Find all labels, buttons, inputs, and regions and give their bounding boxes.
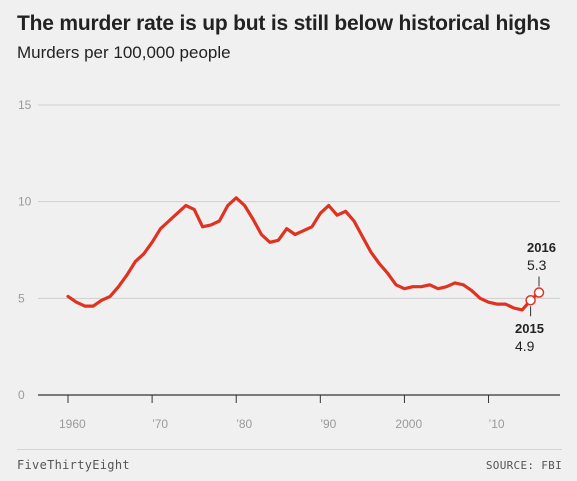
line-layer (66, 196, 541, 312)
grid-layer (38, 104, 560, 403)
brand-credit: FiveThirtyEight (17, 458, 130, 472)
source-credit: SOURCE: FBI (485, 459, 562, 472)
x-tick-label: ’80 (236, 417, 252, 431)
y-tick-label: 5 (18, 291, 25, 305)
footer-divider (17, 449, 562, 450)
tick-layer: 0 5 10 15 1960 ’70 ’80 ’90 2000 ’10 (18, 98, 505, 431)
series-line (66, 196, 541, 312)
annotation-year-2015: 2015 (515, 321, 544, 336)
y-tick-label: 0 (18, 388, 25, 402)
x-tick-label: 2000 (395, 417, 422, 431)
line-chart: 0 5 10 15 1960 ’70 ’80 ’90 2000 ’10 2016 5.3 2015 4.… (18, 98, 560, 431)
annotation-value-2016: 5.3 (527, 257, 547, 273)
chart-subtitle: Murders per 100,000 people (17, 43, 231, 62)
chart-title: The murder rate is up but is still below… (17, 12, 551, 35)
x-tick-label: ’10 (489, 417, 505, 431)
annotation-layer: 2016 5.3 2015 4.9 (515, 240, 556, 354)
y-tick-label: 15 (18, 98, 32, 112)
x-tick-label: ’70 (152, 417, 168, 431)
point-marker-2016 (533, 287, 545, 298)
annotation-year-2016: 2016 (527, 240, 556, 255)
point-marker-2015 (525, 295, 536, 306)
y-tick-label: 10 (18, 195, 32, 209)
x-tick-label: 1960 (59, 417, 86, 431)
annotation-value-2015: 4.9 (515, 338, 535, 354)
x-tick-label: ’90 (320, 417, 336, 431)
